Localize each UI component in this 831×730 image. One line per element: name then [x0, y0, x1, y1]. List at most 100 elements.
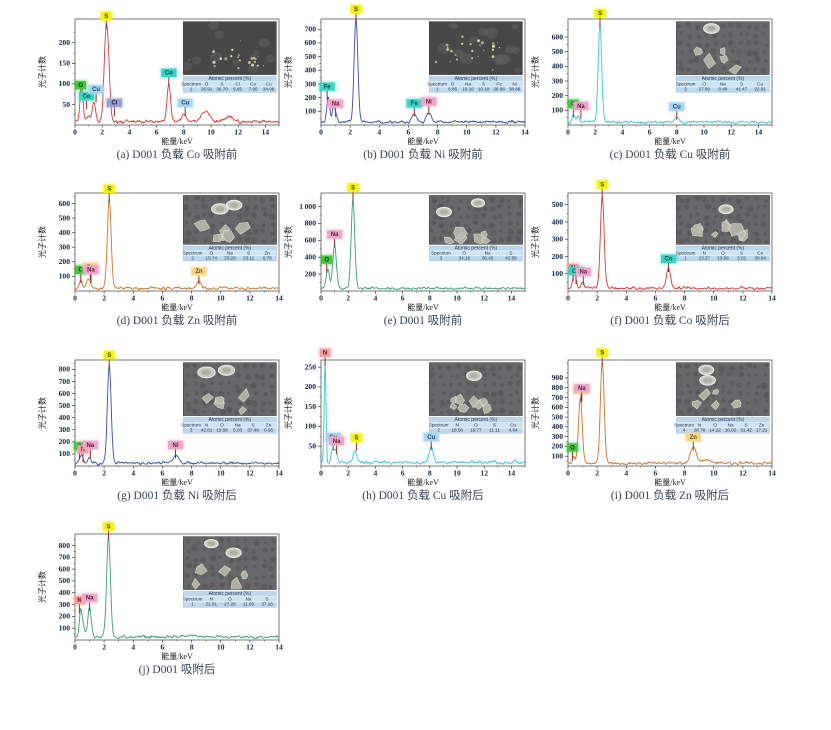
svg-text:7.95: 7.95 [249, 87, 258, 92]
svg-text:50: 50 [62, 100, 70, 109]
svg-text:800: 800 [305, 219, 317, 228]
svg-text:6: 6 [401, 469, 405, 478]
svg-text:能量/keV: 能量/keV [654, 477, 686, 487]
svg-text:S: S [354, 436, 358, 442]
svg-text:2: 2 [595, 294, 599, 303]
svg-text:4: 4 [374, 294, 378, 303]
svg-text:50: 50 [308, 442, 316, 451]
svg-text:Spectrum: Spectrum [183, 596, 203, 601]
svg-text:Co: Co [165, 71, 173, 77]
svg-text:14: 14 [521, 128, 529, 137]
svg-text:10: 10 [710, 469, 718, 478]
svg-text:S: S [106, 524, 110, 530]
svg-text:8: 8 [182, 128, 186, 137]
svg-text:O: O [205, 81, 209, 86]
svg-text:300: 300 [552, 76, 564, 85]
svg-text:600: 600 [552, 32, 564, 41]
svg-text:光子计数: 光子计数 [37, 571, 47, 603]
svg-text:300: 300 [59, 425, 71, 434]
svg-text:300: 300 [552, 432, 564, 441]
svg-text:S: S [107, 187, 111, 193]
svg-text:6: 6 [648, 128, 652, 137]
svg-text:S: S [745, 422, 748, 427]
svg-text:Na: Na [578, 386, 586, 392]
svg-text:O: O [324, 258, 329, 264]
svg-text:600: 600 [59, 564, 71, 573]
svg-text:11.11: 11.11 [489, 428, 500, 433]
svg-text:300: 300 [305, 79, 317, 88]
svg-text:Zn: Zn [266, 422, 272, 427]
svg-text:Cu: Cu [757, 81, 763, 86]
svg-text:200: 200 [305, 382, 317, 391]
svg-text:100: 100 [59, 449, 71, 458]
svg-text:700: 700 [305, 25, 317, 34]
svg-text:S: S [107, 353, 111, 359]
svg-text:2: 2 [102, 643, 106, 652]
svg-text:能量/keV: 能量/keV [407, 477, 439, 487]
svg-text:400: 400 [305, 253, 317, 262]
svg-text:光子计数: 光子计数 [37, 397, 47, 429]
svg-text:14.22: 14.22 [709, 428, 721, 433]
svg-text:Na: Na [246, 596, 252, 601]
svg-text:Na: Na [87, 268, 95, 274]
svg-text:900: 900 [552, 373, 564, 382]
svg-text:2: 2 [102, 469, 106, 478]
svg-text:6: 6 [401, 294, 405, 303]
svg-text:18.77: 18.77 [470, 428, 482, 433]
svg-text:N: N [456, 422, 459, 427]
svg-text:0: 0 [73, 294, 77, 303]
svg-text:S: S [252, 422, 255, 427]
svg-text:4: 4 [624, 469, 628, 478]
svg-text:200: 200 [552, 252, 564, 261]
svg-text:15.74: 15.74 [206, 255, 218, 260]
svg-text:O: O [220, 422, 224, 427]
svg-text:Atomic percent (%): Atomic percent (%) [702, 417, 745, 423]
svg-text:N: N [698, 422, 701, 427]
svg-text:700: 700 [59, 553, 71, 562]
svg-text:能量/keV: 能量/keV [161, 477, 193, 487]
svg-text:Ni: Ni [173, 443, 179, 449]
svg-text:(h) D001 负载 Cu 吸附后: (h) D001 负载 Cu 吸附后 [362, 488, 483, 502]
svg-text:10: 10 [453, 469, 461, 478]
svg-text:0: 0 [319, 128, 323, 137]
svg-text:10: 10 [217, 294, 225, 303]
svg-text:S: S [482, 81, 485, 86]
svg-text:400: 400 [59, 228, 71, 237]
svg-text:6.78: 6.78 [263, 255, 272, 260]
svg-text:4.84: 4.84 [509, 428, 518, 433]
svg-text:Cu: Cu [266, 81, 272, 86]
svg-text:8: 8 [428, 294, 432, 303]
svg-text:能量/keV: 能量/keV [407, 136, 439, 146]
svg-text:Atomic percent (%): Atomic percent (%) [209, 76, 252, 82]
svg-text:21.01: 21.01 [205, 602, 217, 607]
svg-text:5.03: 5.03 [233, 428, 242, 433]
svg-text:Co: Co [250, 81, 256, 86]
svg-text:(b) D001 负载 Ni 吸附前: (b) D001 负载 Ni 吸附前 [363, 147, 482, 161]
svg-text:Spectrum: Spectrum [427, 81, 447, 86]
svg-text:1: 1 [436, 87, 439, 92]
svg-text:Na: Na [577, 104, 585, 110]
svg-text:2: 2 [102, 294, 106, 303]
svg-text:41.47: 41.47 [736, 87, 748, 92]
svg-text:12: 12 [480, 469, 488, 478]
svg-text:38.86: 38.86 [509, 87, 521, 92]
svg-text:5.65: 5.65 [233, 87, 242, 92]
svg-text:0: 0 [319, 294, 323, 303]
svg-text:6: 6 [407, 128, 411, 137]
svg-text:Cu: Cu [181, 101, 189, 107]
svg-text:6: 6 [155, 128, 159, 137]
svg-text:Co: Co [83, 94, 91, 100]
svg-text:光子计数: 光子计数 [37, 56, 47, 88]
svg-text:4: 4 [377, 128, 381, 137]
svg-text:Zn: Zn [759, 422, 765, 427]
svg-text:8: 8 [190, 643, 194, 652]
svg-text:(d) D001 负载 Zn 吸附前: (d) D001 负载 Zn 吸附前 [117, 313, 238, 327]
svg-text:42.58: 42.58 [505, 255, 517, 260]
svg-text:10: 10 [217, 469, 225, 478]
svg-text:22.91: 22.91 [754, 87, 766, 92]
svg-text:Spectrum: Spectrum [181, 81, 201, 86]
svg-text:100: 100 [59, 624, 71, 633]
svg-text:O: O [713, 422, 717, 427]
svg-text:26.91: 26.91 [201, 87, 213, 92]
svg-text:S: S [266, 596, 269, 601]
